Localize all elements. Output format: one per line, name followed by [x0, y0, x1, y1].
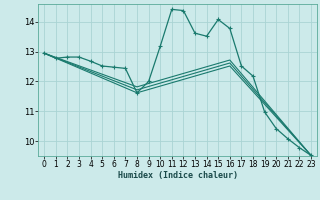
X-axis label: Humidex (Indice chaleur): Humidex (Indice chaleur): [118, 171, 238, 180]
